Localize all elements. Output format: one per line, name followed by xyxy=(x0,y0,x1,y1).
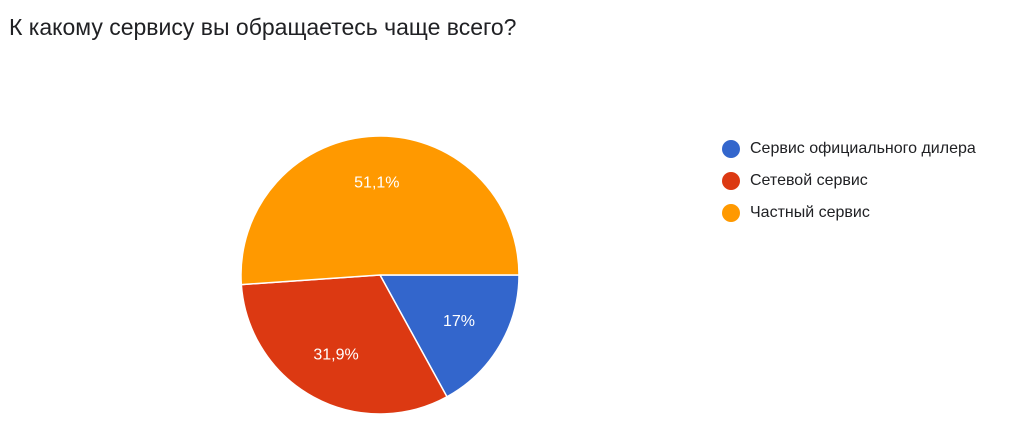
legend-swatch-icon xyxy=(722,172,740,190)
legend-label: Сетевой сервис xyxy=(750,172,868,189)
legend-swatch-icon xyxy=(722,140,740,158)
pie-slice-0[interactable] xyxy=(378,274,520,398)
legend-label: Частный сервис xyxy=(750,204,870,221)
legend-item-private-service[interactable]: Частный сервис xyxy=(722,197,976,229)
pie-slice-1[interactable] xyxy=(240,274,448,415)
pie-slice-label-0: 17% xyxy=(443,313,475,330)
legend-label: Сервис официального дилера xyxy=(750,140,976,157)
pie-slice-label-1: 31,9% xyxy=(313,347,358,364)
chart-legend: Сервис официального дилера Сетевой серви… xyxy=(722,133,976,229)
pie-slice-label-2: 51,1% xyxy=(354,175,399,192)
chart-title: К какому сервису вы обращаетесь чаще все… xyxy=(9,14,517,40)
legend-item-network-service[interactable]: Сетевой сервис xyxy=(722,165,976,197)
legend-swatch-icon xyxy=(722,204,740,222)
pie-slice-2[interactable] xyxy=(240,135,520,286)
legend-item-dealer-service[interactable]: Сервис официального дилера xyxy=(722,133,976,165)
